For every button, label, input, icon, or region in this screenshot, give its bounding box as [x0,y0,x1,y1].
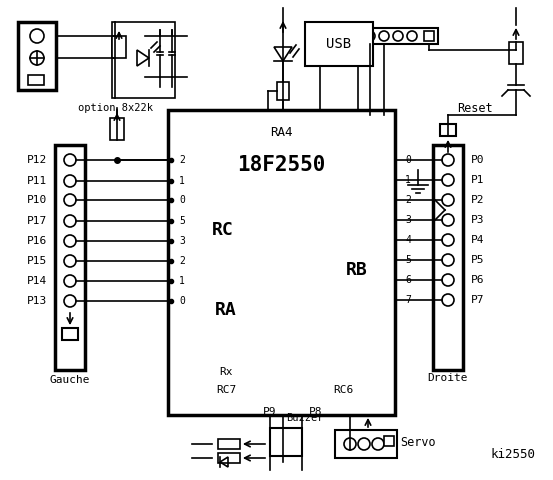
Text: Servo: Servo [400,436,436,449]
Text: 0: 0 [405,155,411,165]
Text: Droite: Droite [428,373,468,383]
Text: 7: 7 [405,295,411,305]
Text: P6: P6 [471,275,484,285]
Bar [18,22,56,90]
Circle shape [64,175,76,187]
Text: P13: P13 [27,296,47,306]
Circle shape [442,194,454,206]
Text: P11: P11 [27,176,47,186]
Text: P10: P10 [27,195,47,205]
Bar [62,328,78,340]
Text: P4: P4 [471,235,484,245]
Text: 2: 2 [405,195,411,205]
Bar [112,22,175,98]
Bar [168,110,395,415]
Text: RC: RC [212,221,234,239]
Text: P12: P12 [27,155,47,165]
Circle shape [30,51,44,65]
Text: Buzzer: Buzzer [286,413,324,423]
Text: 1: 1 [179,176,185,186]
Text: P1: P1 [471,175,484,185]
Text: P5: P5 [471,255,484,265]
Text: P3: P3 [471,215,484,225]
Circle shape [393,31,403,41]
Bar [305,22,373,66]
Circle shape [442,214,454,226]
Bar [433,145,463,370]
Text: 0: 0 [179,195,185,205]
Circle shape [372,438,384,450]
Text: 1: 1 [179,276,185,286]
Circle shape [64,295,76,307]
Circle shape [379,31,389,41]
Bar [110,118,124,140]
Circle shape [64,235,76,247]
Text: ki2550: ki2550 [490,448,535,461]
Text: P14: P14 [27,276,47,286]
Text: 18F2550: 18F2550 [237,155,326,175]
Text: RB: RB [346,261,368,279]
Text: 1: 1 [405,175,411,185]
Text: Rx: Rx [219,367,233,377]
Text: RC7: RC7 [216,385,236,395]
Circle shape [30,29,44,43]
Text: P15: P15 [27,256,47,266]
Text: 2: 2 [179,256,185,266]
Circle shape [64,154,76,166]
Circle shape [344,438,356,450]
Circle shape [442,234,454,246]
Text: P16: P16 [27,236,47,246]
Text: P7: P7 [471,295,484,305]
Text: 2: 2 [179,155,185,165]
Bar [270,428,302,456]
Circle shape [64,275,76,287]
Text: option 8x22k: option 8x22k [77,103,153,113]
Text: 4: 4 [405,235,411,245]
Text: 6: 6 [405,275,411,285]
Circle shape [64,255,76,267]
Text: P8: P8 [309,407,323,417]
Bar [358,28,438,44]
Circle shape [64,215,76,227]
Text: USB: USB [326,37,352,51]
Text: Gauche: Gauche [50,375,90,385]
Text: Reset: Reset [457,101,493,115]
Bar [440,124,456,136]
Bar [55,145,85,370]
Text: P2: P2 [471,195,484,205]
Circle shape [64,194,76,206]
Bar [384,436,394,446]
Bar [28,75,44,85]
Text: RC6: RC6 [333,385,353,395]
Text: P17: P17 [27,216,47,226]
Circle shape [442,274,454,286]
Text: 5: 5 [179,216,185,226]
Text: 3: 3 [405,215,411,225]
Circle shape [442,254,454,266]
Text: RA: RA [215,301,237,319]
Circle shape [407,31,417,41]
Circle shape [442,294,454,306]
Circle shape [365,31,375,41]
Bar [509,42,523,64]
Bar [277,82,289,100]
Text: 5: 5 [405,255,411,265]
Bar [112,36,126,58]
Text: 0: 0 [179,296,185,306]
Text: P0: P0 [471,155,484,165]
Bar [424,31,434,41]
Bar [218,439,240,449]
Circle shape [442,174,454,186]
Circle shape [442,154,454,166]
Bar [218,453,240,463]
Text: P9: P9 [263,407,276,417]
Text: 3: 3 [179,236,185,246]
Circle shape [358,438,370,450]
Text: RA4: RA4 [270,125,293,139]
Bar [335,430,397,458]
